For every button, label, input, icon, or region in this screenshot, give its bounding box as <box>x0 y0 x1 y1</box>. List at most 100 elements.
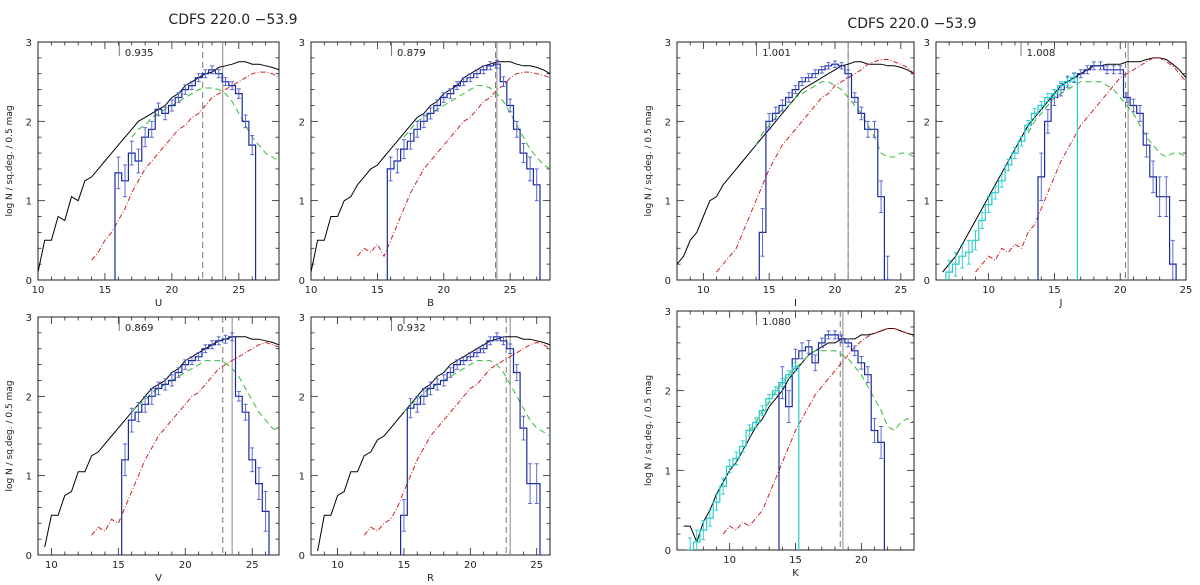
x-tick-label: 15 <box>371 285 384 296</box>
observed-error-bar <box>1131 98 1136 113</box>
y-tick-label: 2 <box>299 392 305 403</box>
observed-error-bar <box>163 378 168 391</box>
model-green-line <box>131 87 279 162</box>
observed-error-bar <box>455 81 460 91</box>
comparison-error-bar <box>1052 89 1057 98</box>
observed-error-bar <box>494 59 499 69</box>
observed-error-bar <box>210 340 215 350</box>
observed-error-bar <box>786 92 791 103</box>
observed-error-bar <box>501 76 506 87</box>
model-total-line <box>38 61 279 273</box>
observed-error-bar <box>216 69 221 79</box>
comparison-error-bar <box>986 196 991 214</box>
observed-error-bar <box>230 332 235 342</box>
observed-error-bar <box>196 352 201 362</box>
observed-error-bar <box>1137 105 1142 122</box>
observed-error-bar <box>243 114 248 129</box>
observed-error-bar <box>136 148 141 174</box>
observed-error-bar <box>865 366 870 384</box>
x-tick-label: 10 <box>305 285 318 296</box>
plot-area <box>677 42 914 280</box>
comparison-error-bar <box>767 394 772 404</box>
observed-error-bar <box>879 180 884 214</box>
observed-error-bar <box>421 114 426 129</box>
x-tick-label: 10 <box>32 285 45 296</box>
plot-frame <box>37 316 280 556</box>
y-axis-label: log N / sq.deg. / 0.5 mag <box>5 105 15 216</box>
observed-error-bar <box>846 69 851 79</box>
y-tick-label: 1 <box>665 197 671 208</box>
observed-error-bar <box>428 107 433 120</box>
y-tick-label: 3 <box>299 38 305 49</box>
y-tick-label: 2 <box>665 117 671 128</box>
observed-error-bar <box>461 77 466 87</box>
observed-error-bar <box>534 463 539 504</box>
observed-error-bar <box>839 334 844 344</box>
observed-error-bar <box>149 120 154 138</box>
observed-error-bar <box>786 390 791 423</box>
x-tick-label: 25 <box>1180 285 1193 296</box>
comparison-error-bar <box>953 251 958 277</box>
observed-error-bar <box>415 120 420 138</box>
comparison-error-bar <box>714 493 719 511</box>
observed-error-bar <box>189 356 194 366</box>
comparison-error-bar <box>694 529 699 550</box>
observed-error-bar <box>839 62 844 70</box>
y-tick-label: 1 <box>665 466 671 477</box>
right-figure-title: CDFS 220.0 −53.9 <box>847 16 976 32</box>
comparison-error-bar <box>973 230 978 251</box>
observed-error-bar <box>800 77 805 87</box>
comparison-error-bar <box>980 212 985 229</box>
model-green-line <box>755 81 914 158</box>
y-tick-label: 0 <box>665 546 671 557</box>
plot-area <box>683 311 914 550</box>
y-tick-label: 1 <box>26 197 32 208</box>
x-tick-label: 20 <box>855 555 868 566</box>
observed-error-bar <box>243 403 248 421</box>
observed-error-bar <box>1085 65 1090 75</box>
x-tick-label: 10 <box>982 285 995 296</box>
observed-error-bar <box>508 98 513 113</box>
observed-error-bar <box>129 407 134 433</box>
comparison-error-bar <box>1019 135 1024 147</box>
comparison-error-bar <box>740 440 745 453</box>
model-green-line <box>403 360 550 437</box>
observed-error-bar <box>1124 92 1129 103</box>
observed-error-bar <box>872 120 877 138</box>
model-red-line <box>975 57 1186 273</box>
x-tick-label: 25 <box>232 285 245 296</box>
observed-error-bar <box>859 355 864 370</box>
completeness-annotation: 0.879 <box>397 48 426 59</box>
x-tick-label: 10 <box>697 285 710 296</box>
completeness-annotation: 1.080 <box>762 317 791 328</box>
observed-error-bar <box>773 106 778 121</box>
observed-error-bar <box>149 387 154 405</box>
comparison-error-bar <box>773 386 778 396</box>
y-tick-label: 2 <box>26 392 32 403</box>
x-tick-label: 10 <box>723 555 736 566</box>
x-tick-label: 20 <box>179 560 192 571</box>
y-tick-label: 3 <box>299 313 305 324</box>
y-tick-label: 3 <box>665 38 671 49</box>
observed-error-bar <box>1170 239 1175 280</box>
left-figure-title: CDFS 220.0 −53.9 <box>168 12 297 28</box>
observed-error-bar <box>401 139 406 160</box>
observed-error-bar <box>116 156 121 190</box>
observed-error-bar <box>230 81 235 91</box>
observed-error-bar <box>461 356 466 366</box>
observed-error-bar <box>1118 65 1123 75</box>
observed-error-bar <box>806 340 811 354</box>
observed-error-bar <box>521 143 526 164</box>
observed-error-bar <box>806 73 811 83</box>
observed-error-bar <box>885 255 890 280</box>
observed-error-bar <box>468 352 473 362</box>
y-axis-label: log N / sq.deg. / 0.5 mag <box>644 375 654 486</box>
plot-area <box>942 42 1186 280</box>
x-tick-label: 15 <box>789 555 802 566</box>
x-tick-label: 15 <box>398 560 411 571</box>
observed-error-bar <box>1157 176 1162 217</box>
observed-error-bar <box>395 148 400 174</box>
observed-error-bar <box>129 140 134 166</box>
